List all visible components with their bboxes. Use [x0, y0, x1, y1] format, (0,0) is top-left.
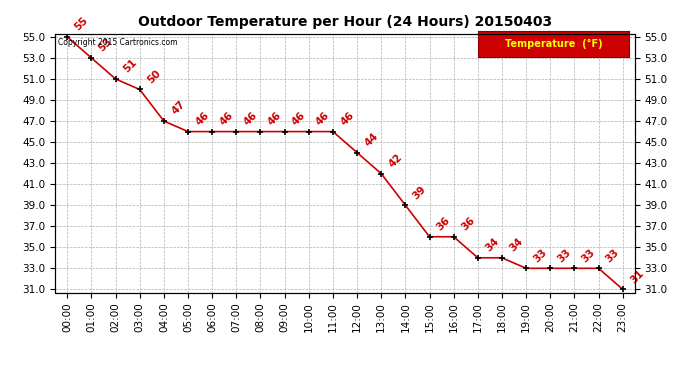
Text: 34: 34: [484, 236, 501, 254]
Text: 46: 46: [266, 110, 284, 128]
Text: 42: 42: [387, 152, 404, 170]
Text: 39: 39: [411, 184, 428, 201]
Text: 33: 33: [580, 247, 598, 264]
Text: 46: 46: [339, 110, 356, 128]
Text: 33: 33: [556, 247, 573, 264]
Text: 46: 46: [218, 110, 235, 128]
Text: 46: 46: [242, 110, 259, 128]
Text: 46: 46: [315, 110, 332, 128]
Text: 33: 33: [604, 247, 622, 264]
Text: 51: 51: [121, 57, 139, 75]
Text: 55: 55: [73, 15, 90, 33]
Text: 36: 36: [460, 215, 477, 232]
Text: 44: 44: [363, 131, 380, 148]
Text: 34: 34: [508, 236, 525, 254]
Text: Copyright 2015 Cartronics.com: Copyright 2015 Cartronics.com: [58, 38, 177, 46]
Text: 53: 53: [97, 36, 115, 54]
Text: 36: 36: [435, 215, 453, 232]
Text: 50: 50: [146, 68, 163, 86]
Title: Outdoor Temperature per Hour (24 Hours) 20150403: Outdoor Temperature per Hour (24 Hours) …: [138, 15, 552, 28]
Text: 46: 46: [194, 110, 211, 128]
Text: 31: 31: [629, 268, 646, 285]
Text: 47: 47: [170, 99, 187, 117]
Text: 46: 46: [290, 110, 308, 128]
Text: 33: 33: [532, 247, 549, 264]
